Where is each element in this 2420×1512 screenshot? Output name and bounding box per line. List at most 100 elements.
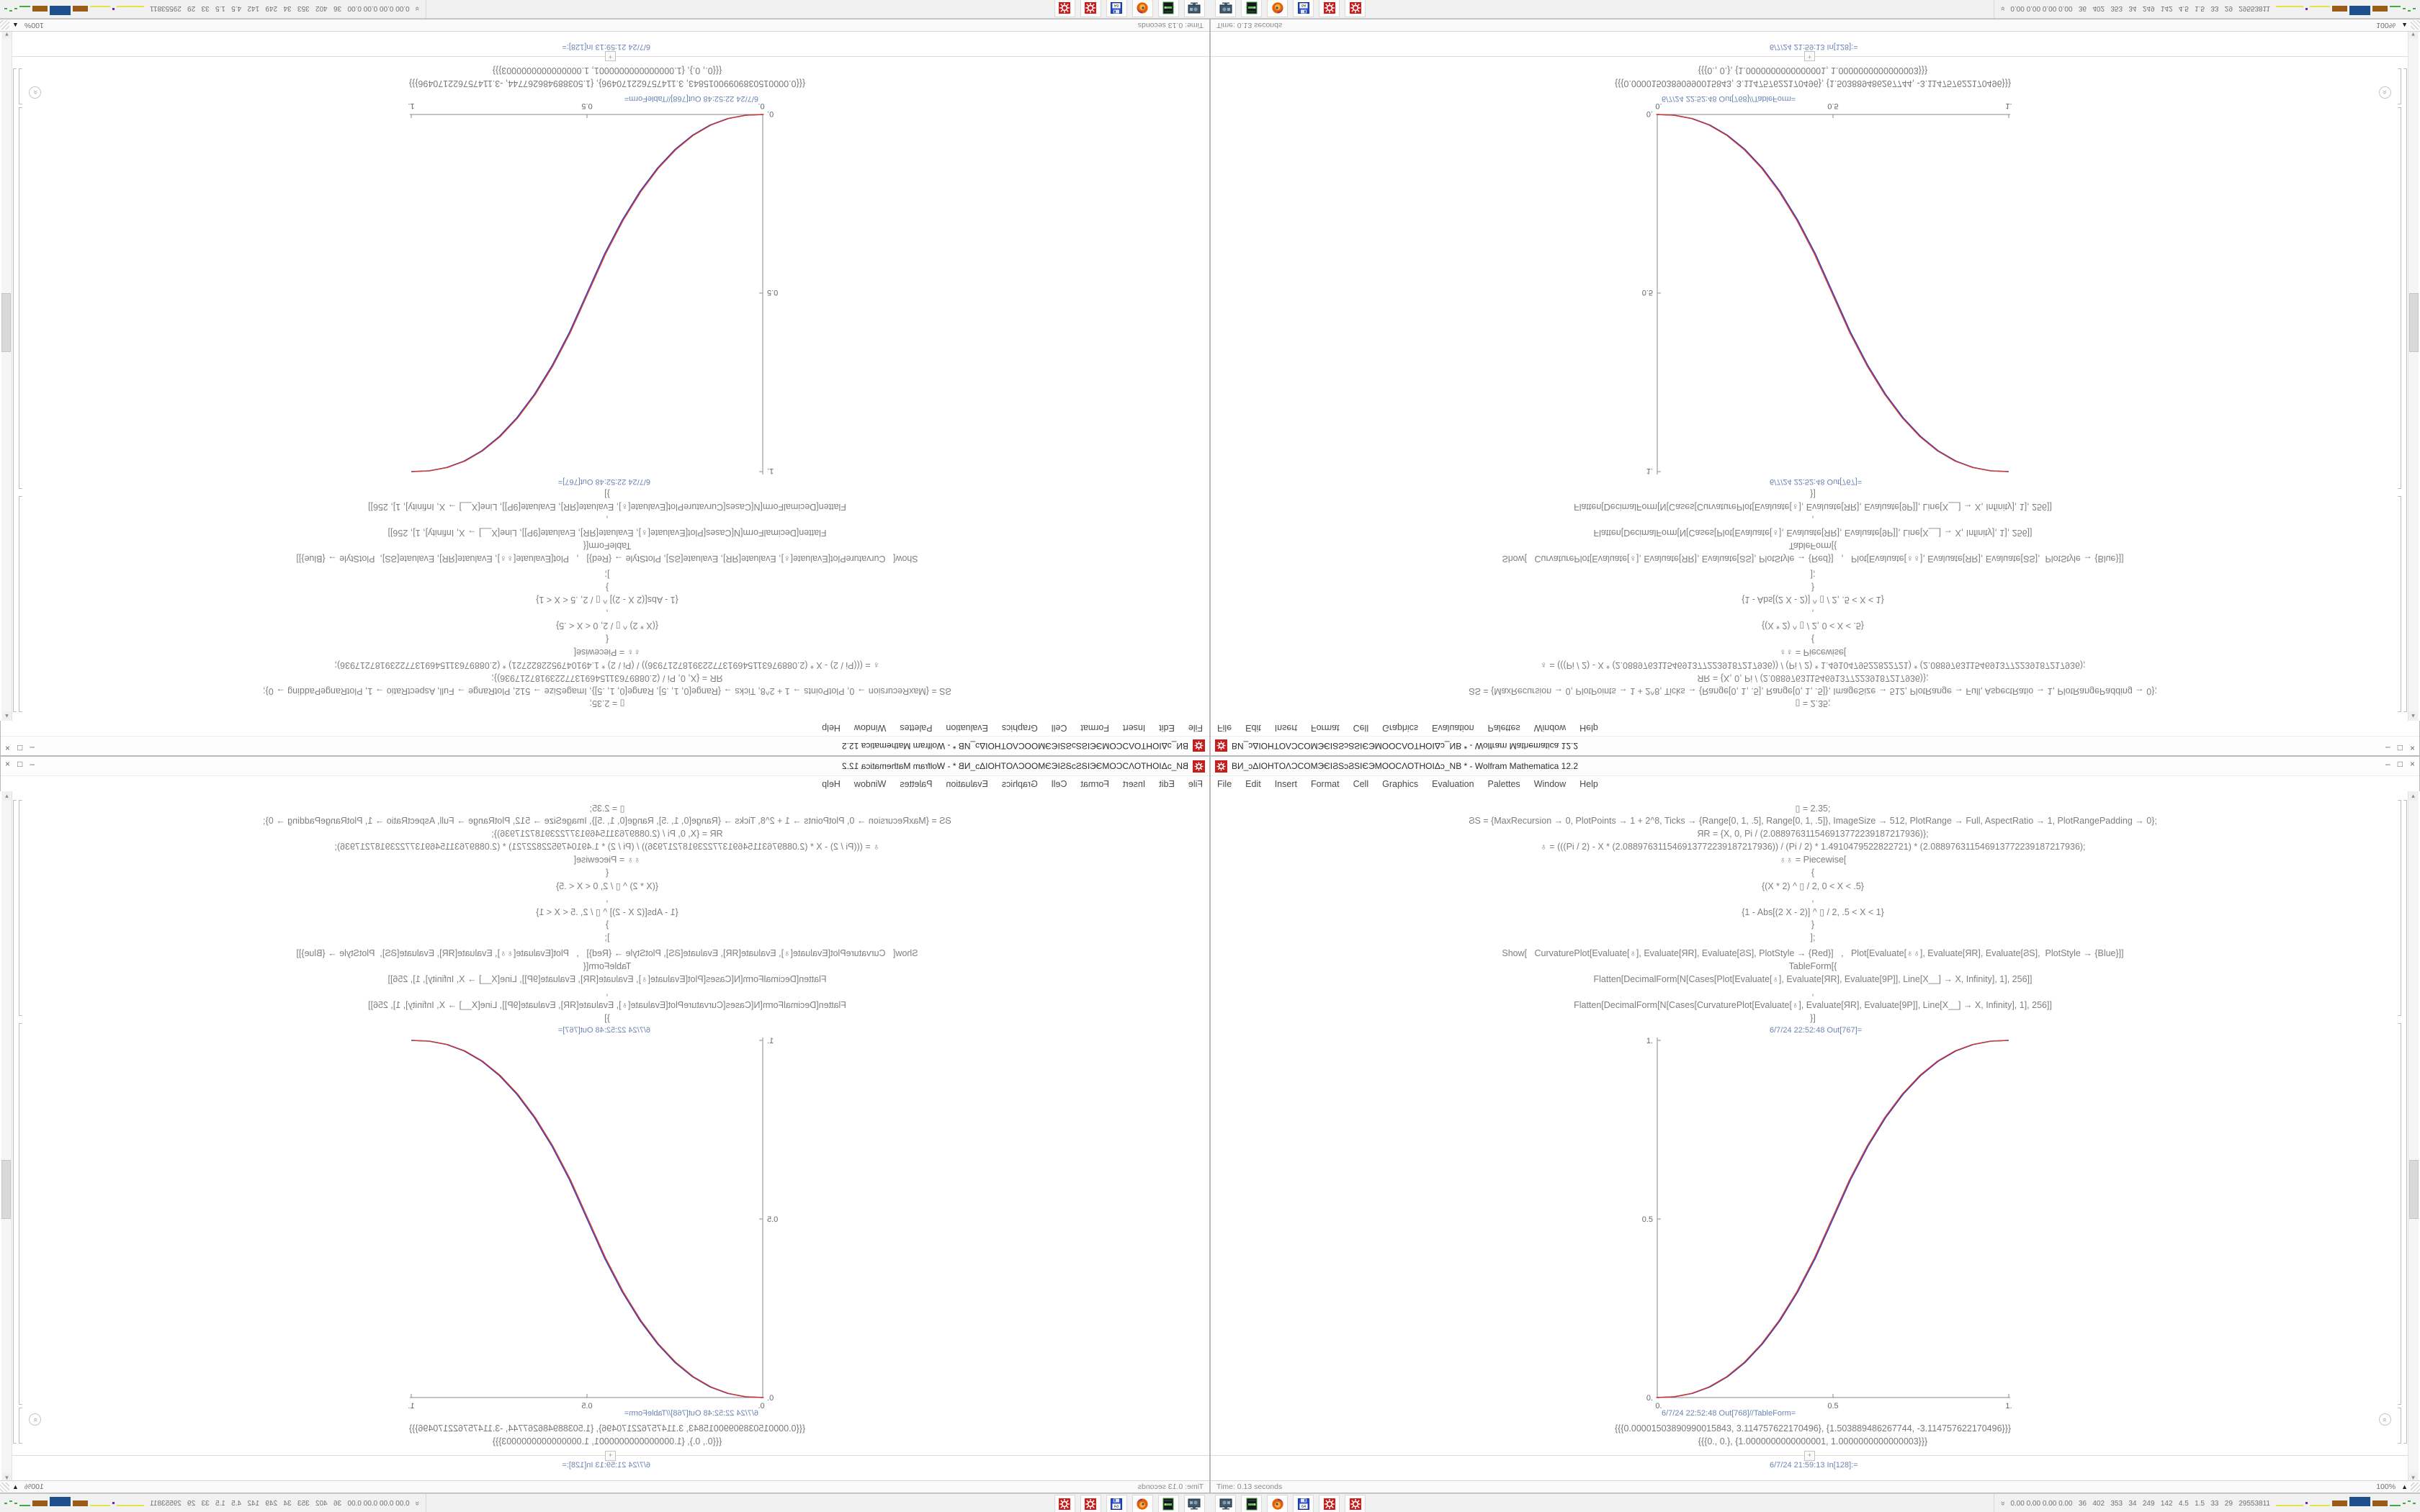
code-cell[interactable]: {	[605, 868, 609, 878]
menu-cell[interactable]: Cell	[1051, 779, 1067, 789]
tray-activity-graph-icon[interactable]	[2276, 6, 2416, 15]
menu-format[interactable]: Format	[1310, 723, 1340, 733]
menu-help[interactable]: Help	[822, 723, 841, 733]
tray-expand-icon[interactable]: «	[412, 1500, 421, 1506]
code-cell[interactable]: {(X * 2) ^ ▯ / 2, 0 < X < .5}	[1762, 621, 1864, 631]
scroll-up-icon[interactable]: ▴	[2, 711, 12, 721]
code-cell[interactable]: {(X * 2) ^ ▯ / 2, 0 < X < .5}	[1762, 881, 1864, 891]
code-cell[interactable]: ,	[1811, 987, 1814, 997]
code-cell[interactable]: ♁♁ = Piecewise[	[1779, 647, 1847, 657]
code-cell[interactable]: ♁♁ = Piecewise[	[1779, 855, 1847, 865]
insert-cell-button[interactable]: +	[605, 51, 616, 61]
code-cell[interactable]: }	[1811, 919, 1815, 930]
cell-group-open-icon[interactable]: »	[2379, 86, 2391, 99]
notebook-content[interactable]: 0. 0. 0.5 0.5 1. 1. + » ▯ = 2.35; ϨЅ = {MaxRec…	[1211, 791, 2420, 1482]
magnification-menu-icon[interactable]: ▲	[12, 1483, 19, 1490]
close-button[interactable]: ×	[5, 759, 11, 769]
menu-help[interactable]: Help	[1579, 723, 1598, 733]
vertical-scrollbar[interactable]: ▴ ▾	[2408, 30, 2419, 721]
notebook-content[interactable]: 0. 0. 0.5 0.5 1. 1. + » ▯ = 2.35; ϨЅ = {MaxRec…	[1211, 30, 2420, 721]
taskbar-display-icon[interactable]	[1184, 0, 1205, 17]
menu-cell[interactable]: Cell	[1353, 779, 1369, 789]
code-cell[interactable]: ,	[606, 515, 609, 525]
insert-cell-button[interactable]: +	[1804, 1451, 1815, 1461]
menu-palettes[interactable]: Palettes	[900, 779, 933, 789]
resize-grip[interactable]	[2411, 1482, 2420, 1492]
taskbar-display-icon[interactable]	[1184, 1495, 1205, 1512]
menu-graphics[interactable]: Graphics	[1001, 723, 1038, 733]
code-cell[interactable]: ЯR = {X, 0, Pi / (2.08897631154691377223…	[491, 829, 723, 839]
scrollbar-thumb[interactable]	[2409, 293, 2419, 352]
code-cell[interactable]: ];	[604, 570, 610, 580]
output-line[interactable]: {{{0.00001503890990015843, 3.11475762217…	[1614, 1423, 2012, 1434]
menu-window[interactable]: Window	[1533, 723, 1567, 733]
code-cell[interactable]: ];	[604, 932, 610, 942]
code-cell[interactable]: ,	[1811, 515, 1814, 525]
code-cell[interactable]: Flatten[DecimalForm[N[Cases[CurvaturePlo…	[368, 1000, 846, 1010]
taskbar-firefox-icon[interactable]	[1267, 0, 1288, 17]
output-line[interactable]: {{{0., 0.}, {1.0000000000000001, 1.00000…	[1698, 1436, 1928, 1446]
code-cell[interactable]: ♁♁ = Piecewise[	[573, 855, 641, 865]
code-cell[interactable]: Flatten[DecimalForm[N[Cases[CurvaturePlo…	[1574, 1000, 2052, 1010]
title-bar[interactable]: ВИ_ɔΔΙΟΗΤΟΛƆCOMЭЄΙϨЅɔϨЅΙЄЭМООСΛΟΤΗΟΙΔɔ_N…	[1211, 757, 2419, 776]
menu-palettes[interactable]: Palettes	[900, 723, 933, 733]
menu-evaluation[interactable]: Evaluation	[946, 723, 988, 733]
menu-evaluation[interactable]: Evaluation	[946, 779, 988, 789]
scrollbar-thumb[interactable]	[1, 293, 11, 352]
close-button[interactable]: ×	[5, 743, 11, 753]
output-line[interactable]: {{{0.00001503890990015843, 3.11475762217…	[1614, 78, 2012, 89]
menu-palettes[interactable]: Palettes	[1487, 723, 1520, 733]
minimize-button[interactable]: –	[30, 759, 35, 769]
code-cell[interactable]: {(X * 2) ^ ▯ / 2, 0 < X < .5}	[556, 881, 658, 891]
title-bar[interactable]: ВИ_ɔΔΙΟΗΤΟΛƆCOMЭЄΙϨЅɔϨЅΙЄЭМООСΛΟΤΗΟΙΔɔ_N…	[1211, 736, 2419, 755]
taskbar-floppy-64-icon[interactable]: 64	[1293, 0, 1314, 17]
maximize-button[interactable]: □	[17, 759, 23, 769]
tray-expand-icon[interactable]: «	[1999, 1500, 2008, 1506]
code-cell[interactable]: ,	[1811, 608, 1814, 618]
menu-window[interactable]: Window	[1533, 779, 1567, 789]
cell-group-open-icon[interactable]: »	[29, 1413, 41, 1426]
menu-evaluation[interactable]: Evaluation	[1432, 723, 1474, 733]
code-cell[interactable]: {1 - Abs[(2 X - 2)] ^ ▯ / 2, .5 < X < 1}	[536, 595, 678, 605]
scroll-down-icon[interactable]: ▾	[2408, 1473, 2418, 1482]
vertical-scrollbar[interactable]: ▴ ▾	[1, 30, 12, 721]
code-cell[interactable]: ▯ = 2.35;	[589, 804, 625, 814]
menu-file[interactable]: File	[1217, 779, 1232, 789]
taskbar-package-terminal-icon[interactable]	[1158, 1495, 1179, 1512]
cell-bracket-plot[interactable]	[19, 1023, 22, 1405]
minimize-button[interactable]: –	[2385, 759, 2390, 769]
vertical-scrollbar[interactable]: ▴ ▾	[1, 791, 12, 1482]
cell-bracket-group[interactable]	[2403, 68, 2407, 712]
taskbar-firefox-icon[interactable]	[1132, 1495, 1153, 1512]
code-cell[interactable]: ♁♁ = Piecewise[	[573, 647, 641, 657]
cell-bracket-table[interactable]	[19, 1408, 22, 1444]
cell-bracket-inputs[interactable]	[19, 496, 22, 712]
code-cell[interactable]: ▯ = 2.35;	[1795, 804, 1831, 814]
code-cell[interactable]: Show[ CurvaturePlot[Evaluate[♁], Evaluat…	[296, 948, 918, 958]
taskbar-mathematica-icon-2[interactable]	[1345, 1495, 1366, 1512]
output-line[interactable]: {{{0., 0.}, {1.0000000000000001, 1.00000…	[492, 1436, 722, 1446]
taskbar-floppy-64-icon[interactable]: 64	[1106, 0, 1127, 17]
magnification-menu-icon[interactable]: ▲	[2401, 1483, 2408, 1490]
tray-activity-graph-icon[interactable]	[4, 6, 144, 15]
menu-edit[interactable]: Edit	[1159, 779, 1175, 789]
code-cell[interactable]: Show[ CurvaturePlot[Evaluate[♁], Evaluat…	[296, 554, 918, 564]
code-cell[interactable]: Show[ CurvaturePlot[Evaluate[♁], Evaluat…	[1502, 554, 2124, 564]
cell-bracket-inputs[interactable]	[2398, 496, 2401, 712]
menu-graphics[interactable]: Graphics	[1382, 779, 1419, 789]
menu-cell[interactable]: Cell	[1051, 723, 1067, 733]
code-cell[interactable]: ,	[1811, 894, 1814, 904]
tray-expand-icon[interactable]: «	[412, 6, 421, 12]
cell-bracket-group[interactable]	[13, 800, 17, 1444]
code-cell[interactable]: ЯR = {X, 0, Pi / (2.08897631154691377223…	[1697, 673, 1929, 683]
insert-cell-button[interactable]: +	[1804, 51, 1815, 61]
maximize-button[interactable]: □	[2397, 743, 2403, 753]
notebook-content[interactable]: 0. 0. 0.5 0.5 1. 1. + » ▯ = 2.35; ϨЅ = {MaxRec…	[0, 30, 1209, 721]
code-cell[interactable]: }	[605, 919, 609, 930]
scroll-up-icon[interactable]: ▴	[2, 791, 12, 801]
scrollbar-thumb[interactable]	[1, 1160, 11, 1219]
taskbar-mathematica-icon-2[interactable]	[1054, 1495, 1075, 1512]
code-cell[interactable]: ,	[606, 608, 609, 618]
menu-file[interactable]: File	[1188, 723, 1203, 733]
insert-cell-button[interactable]: +	[605, 1451, 616, 1461]
